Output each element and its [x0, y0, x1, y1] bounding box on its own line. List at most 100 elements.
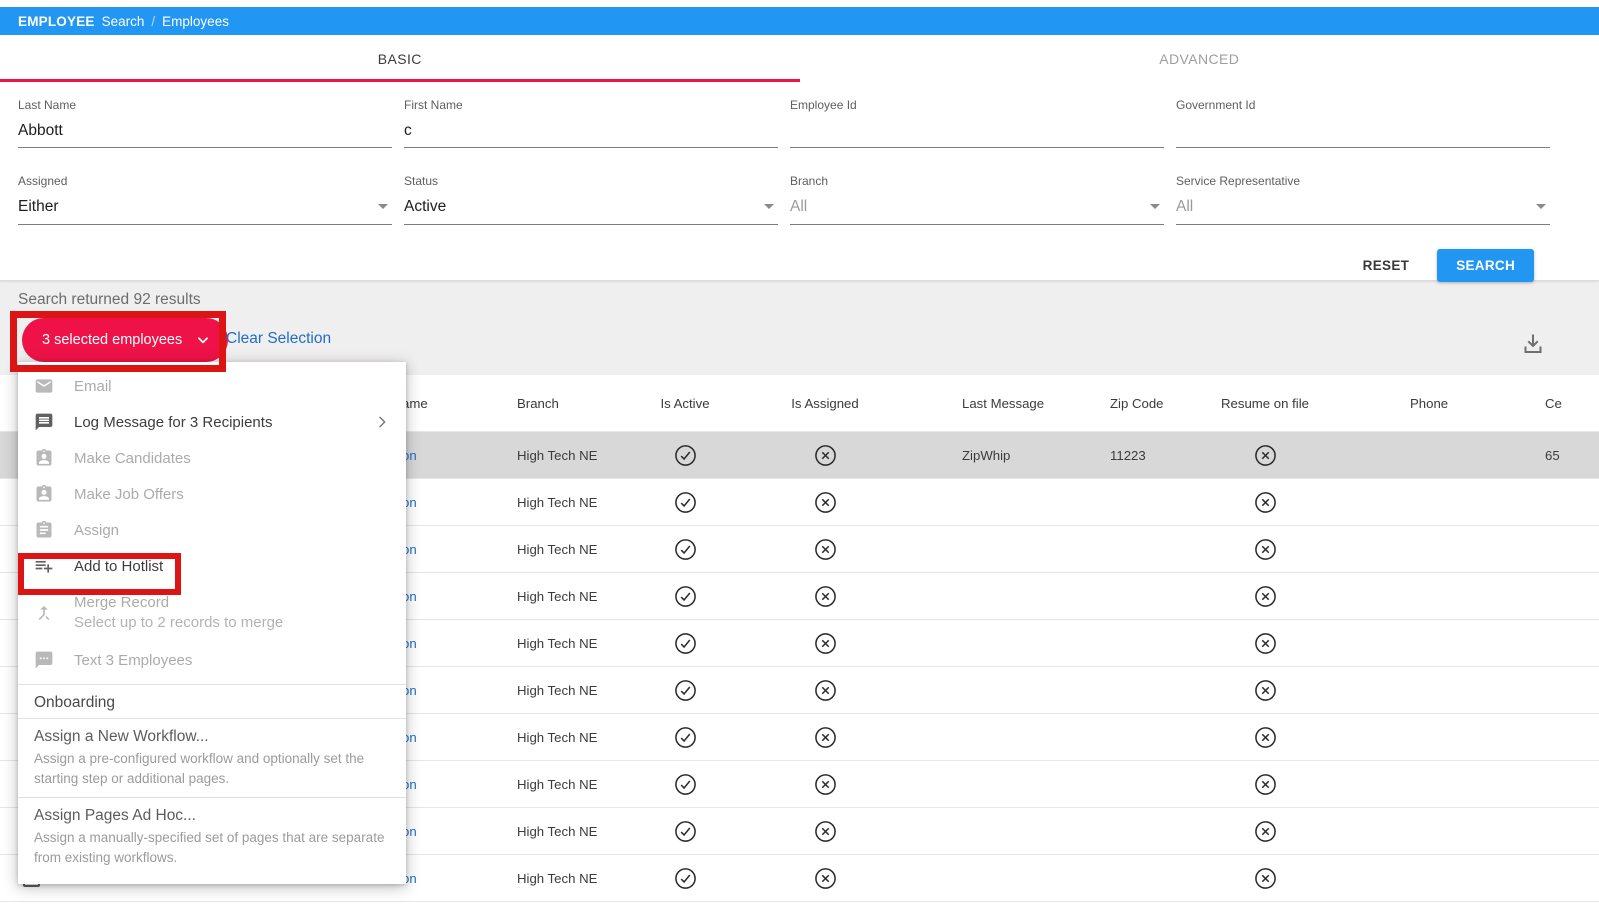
- header-name[interactable]: ame: [402, 395, 428, 411]
- download-icon[interactable]: [1521, 330, 1549, 358]
- breadcrumb-separator: /: [151, 13, 156, 29]
- branch-cell: High Tech NE: [517, 447, 598, 463]
- check-circle-icon: [674, 632, 696, 654]
- form-row-1: Last Name First Name Employee Id Governm…: [0, 98, 1599, 148]
- dropdown-arrow-icon: [1150, 204, 1160, 209]
- menu-item-make-candidates: Make Candidates: [18, 440, 406, 476]
- breadcrumb-search[interactable]: Search: [101, 13, 145, 29]
- x-circle-icon: [1254, 820, 1276, 842]
- x-circle-icon: [1254, 491, 1276, 513]
- branch-cell: High Tech NE: [517, 776, 598, 792]
- zip-code-cell: 11223: [1110, 447, 1146, 463]
- branch-cell: High Tech NE: [517, 729, 598, 745]
- tab-advanced[interactable]: ADVANCED: [1159, 50, 1240, 67]
- menu-item-assign: Assign: [18, 512, 406, 548]
- employee-id-input[interactable]: [790, 122, 1164, 148]
- branch-cell: High Tech NE: [517, 823, 598, 839]
- search-tabs: BASIC ADVANCED: [0, 35, 1599, 82]
- check-circle-icon: [674, 726, 696, 748]
- last-name-input[interactable]: [18, 122, 392, 148]
- assigned-field: Assigned Either: [18, 174, 392, 225]
- selected-employees-button[interactable]: 3 selected employees: [22, 318, 229, 362]
- x-circle-icon: [814, 773, 836, 795]
- x-circle-icon: [814, 491, 836, 513]
- assign-pages-ad-hoc-description: Assign a manually-specified set of pages…: [34, 830, 385, 865]
- active-tab-indicator: [0, 79, 800, 82]
- branch-cell: High Tech NE: [517, 494, 598, 510]
- reset-button[interactable]: RESET: [1362, 258, 1410, 273]
- x-circle-icon: [814, 726, 836, 748]
- branch-label: Branch: [790, 174, 829, 188]
- assigned-label: Assigned: [18, 174, 68, 188]
- status-select[interactable]: Active: [404, 198, 778, 225]
- form-row-2: Assigned Either Status Active Branch All…: [0, 174, 1599, 225]
- menu-divider: [18, 684, 406, 685]
- last-name-label: Last Name: [18, 98, 77, 112]
- branch-cell: High Tech NE: [517, 682, 598, 698]
- employee-id-label: Employee Id: [790, 98, 857, 112]
- check-circle-icon: [674, 444, 696, 466]
- x-circle-icon: [814, 585, 836, 607]
- check-circle-icon: [674, 585, 696, 607]
- brand-title: EMPLOYEE: [18, 13, 95, 29]
- header-cell[interactable]: Ce: [1545, 395, 1562, 411]
- merge-record-hint: Select up to 2 records to merge: [74, 614, 284, 631]
- check-circle-icon: [674, 820, 696, 842]
- top-white-strip: [0, 0, 1599, 7]
- menu-item-assign-pages-ad-hoc[interactable]: Assign Pages Ad Hoc... Assign a manually…: [18, 798, 406, 876]
- header-zip-code[interactable]: Zip Code: [1110, 395, 1164, 411]
- header-is-assigned[interactable]: Is Assigned: [791, 395, 859, 411]
- x-circle-icon: [1254, 632, 1276, 654]
- check-circle-icon: [674, 867, 696, 889]
- search-panel: BASIC ADVANCED Last Name First Name Empl…: [0, 35, 1599, 282]
- x-circle-icon: [814, 820, 836, 842]
- menu-item-email: Email: [18, 368, 406, 404]
- selected-employees-label: 3 selected employees: [42, 332, 183, 348]
- check-circle-icon: [674, 679, 696, 701]
- email-icon: [35, 379, 53, 393]
- menu-item-add-to-hotlist[interactable]: Add to Hotlist: [18, 548, 406, 584]
- menu-item-text-employees: Text 3 Employees: [18, 642, 406, 678]
- first-name-input[interactable]: [404, 122, 778, 148]
- branch-select[interactable]: All: [790, 198, 1164, 225]
- header-is-active[interactable]: Is Active: [660, 395, 710, 411]
- tab-basic[interactable]: BASIC: [377, 50, 422, 67]
- service-representative-select[interactable]: All: [1176, 198, 1550, 225]
- header-branch[interactable]: Branch: [517, 395, 559, 411]
- clipboard-icon: [36, 520, 52, 538]
- first-name-field: First Name: [404, 98, 778, 148]
- menu-divider: [18, 797, 406, 798]
- government-id-field: Government Id: [1176, 98, 1550, 148]
- header-last-message[interactable]: Last Message: [962, 395, 1045, 411]
- form-actions: RESET SEARCH: [0, 249, 1599, 282]
- dropdown-arrow-icon: [1536, 204, 1546, 209]
- x-circle-icon: [814, 538, 836, 560]
- search-button[interactable]: SEARCH: [1437, 249, 1534, 282]
- x-circle-icon: [1254, 867, 1276, 889]
- dropdown-arrow-icon: [764, 204, 774, 209]
- x-circle-icon: [1254, 773, 1276, 795]
- bulk-actions-menu: Email Log Message for 3 Recipients Make …: [18, 362, 406, 884]
- header-phone[interactable]: Phone: [1410, 395, 1449, 411]
- check-circle-icon: [674, 538, 696, 560]
- person-badge-icon: [36, 484, 52, 502]
- first-name-label: First Name: [404, 98, 463, 112]
- menu-item-assign-new-workflow[interactable]: Assign a New Workflow... Assign a pre-co…: [18, 719, 406, 797]
- clear-selection-link[interactable]: Clear Selection: [226, 330, 332, 347]
- assigned-select[interactable]: Either: [18, 198, 392, 225]
- x-circle-icon: [1254, 538, 1276, 560]
- menu-item-log-message[interactable]: Log Message for 3 Recipients: [18, 404, 406, 440]
- x-circle-icon: [1254, 444, 1276, 466]
- results-summary: Search returned 92 results: [18, 291, 201, 308]
- chevron-right-icon: [379, 416, 386, 428]
- branch-field: Branch All: [790, 174, 1164, 225]
- header-resume-on-file[interactable]: Resume on file: [1221, 395, 1309, 411]
- table-header-row: ame Branch Is Active Is Assigned Last Me…: [0, 375, 1599, 432]
- breadcrumb-employees[interactable]: Employees: [162, 13, 229, 29]
- onboarding-section-header: Onboarding: [34, 694, 116, 711]
- x-circle-icon: [1254, 726, 1276, 748]
- x-circle-icon: [814, 679, 836, 701]
- merge-icon: [38, 605, 50, 621]
- government-id-input[interactable]: [1176, 122, 1550, 148]
- message-icon: [35, 413, 53, 431]
